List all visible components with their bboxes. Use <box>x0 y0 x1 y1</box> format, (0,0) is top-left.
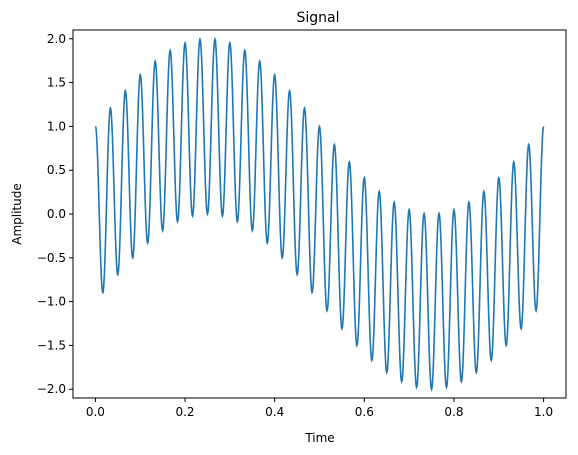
x-tick-label: 0.0 <box>86 405 105 419</box>
chart-title: Signal <box>296 10 339 26</box>
y-tick-label: −1.0 <box>37 295 66 309</box>
x-tick-label: 1.0 <box>534 405 553 419</box>
x-tick-label: 0.6 <box>355 405 374 419</box>
y-tick-label: −2.0 <box>37 382 66 396</box>
series-layer <box>94 36 545 392</box>
x-axis-label: Time <box>304 431 334 445</box>
plot-area <box>72 29 567 399</box>
series-line <box>94 36 545 392</box>
y-tick-label: 1.5 <box>47 76 66 90</box>
y-tick-label: −0.5 <box>37 251 66 265</box>
x-axis: 0.0 0.2 0.4 0.6 0.8 1.0 <box>86 398 553 419</box>
x-tick-label: 0.8 <box>444 405 463 419</box>
y-axis-label: Amplitude <box>10 183 24 245</box>
y-tick-label: 1.0 <box>47 119 66 133</box>
y-tick-label: −1.5 <box>37 338 66 352</box>
y-tick-label: 0.5 <box>47 163 66 177</box>
y-tick-label: 0.0 <box>47 207 66 221</box>
x-tick-label: 0.2 <box>175 405 194 419</box>
y-axis: 2.0 1.5 1.0 0.5 0.0 −0.5 −1.0 −1.5 −2.0 <box>37 32 73 396</box>
y-tick-label: 2.0 <box>47 32 66 46</box>
x-tick-label: 0.4 <box>265 405 284 419</box>
